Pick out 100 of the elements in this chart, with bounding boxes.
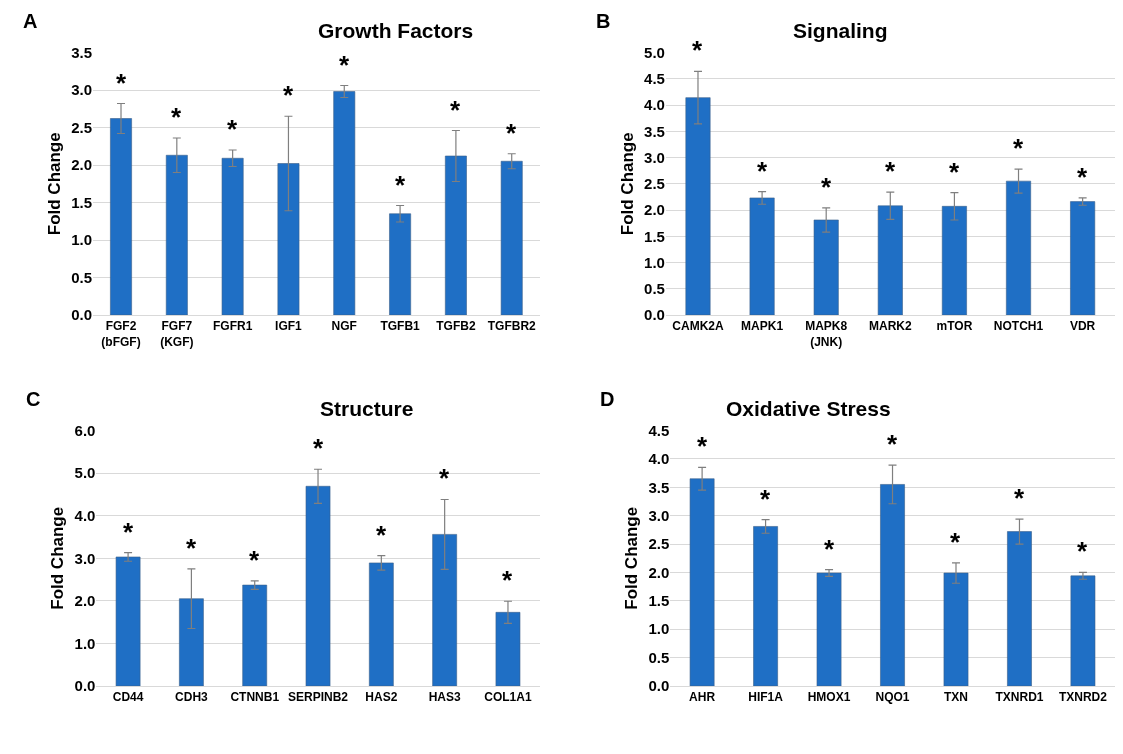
x-tick-label: MAPK8 (JNK) [805, 319, 848, 349]
bar [1070, 201, 1096, 315]
bar [753, 526, 778, 686]
x-tick-label: AHR [689, 690, 716, 705]
y-tick-label: 3.0 [74, 549, 96, 567]
bar [749, 197, 775, 315]
annotation: * [116, 68, 127, 98]
y-tick-label: 0.5 [644, 280, 665, 297]
bar [941, 206, 967, 315]
x-tick-label: NGF [331, 319, 357, 334]
x-tick-label: COL1A1 [484, 690, 532, 705]
y-tick-label: 1.0 [74, 634, 96, 652]
y-tick-label: 0.0 [644, 306, 665, 324]
text: B [596, 10, 611, 32]
bar [369, 562, 394, 686]
text: C [26, 388, 41, 410]
y-tick-label: 1.5 [648, 592, 670, 610]
x-tick-label: MAPK1 [741, 319, 784, 334]
annotation: * [395, 170, 406, 200]
bar [445, 155, 467, 315]
y-tick-label: 4.5 [648, 421, 670, 439]
bar [877, 205, 903, 315]
bar [389, 213, 411, 315]
x-tick-label: FGFR1 [212, 319, 253, 334]
chart-title: Growth Factors [318, 19, 474, 42]
bar [115, 556, 141, 686]
y-axis-title: Fold Change [617, 132, 637, 236]
y-tick-label: 1.0 [644, 253, 665, 271]
x-tick-label: TXN [944, 690, 968, 705]
bar [305, 485, 331, 686]
y-tick-label: 0.0 [74, 677, 96, 695]
y-tick-label: 3.0 [644, 148, 665, 166]
y-tick-label: 2.5 [71, 118, 93, 136]
annotation: * [1077, 536, 1088, 566]
annotation: * [450, 95, 461, 125]
x-tick-label: HMOX1 [807, 690, 851, 705]
annotation: * [339, 50, 350, 80]
bar [1070, 575, 1096, 686]
bar [880, 484, 905, 686]
y-tick-label: 4.5 [644, 70, 665, 87]
annotation: * [885, 156, 896, 186]
y-tick-label: 3.5 [71, 43, 93, 61]
x-tick-label: FGF2 (bFGF) [101, 319, 141, 349]
y-tick-label: 4.0 [644, 96, 665, 114]
annotation: * [227, 114, 238, 144]
y-tick-label: 3.0 [648, 506, 670, 524]
y-tick-label: 0.5 [648, 648, 670, 666]
annotation: * [502, 565, 513, 595]
annotation: * [950, 527, 961, 557]
y-tick-label: 1.5 [644, 227, 665, 245]
y-tick-label: 2.0 [74, 592, 96, 610]
bar [813, 219, 839, 315]
y-tick-label: 0.0 [71, 306, 93, 324]
y-tick-label: 1.0 [648, 620, 670, 638]
annotation: * [1077, 162, 1088, 192]
bar [1007, 531, 1032, 686]
x-tick-label: HAS3 [428, 690, 461, 705]
y-tick-label: 1.0 [71, 231, 93, 249]
y-tick-label: 6.0 [74, 421, 96, 439]
y-tick-label: 2.5 [644, 175, 665, 192]
text: A [23, 10, 38, 32]
x-tick-label: HAS2 [365, 690, 398, 705]
bar [242, 584, 268, 686]
annotation: * [171, 102, 182, 132]
y-tick-label: 2.0 [71, 156, 93, 174]
x-tick-label: mTOR [936, 319, 973, 334]
y-tick-label: 0.5 [71, 268, 93, 286]
annotation: * [376, 520, 387, 550]
x-tick-label: TGFB1 [380, 319, 421, 334]
bar [685, 97, 711, 315]
y-tick-label: 3.5 [644, 122, 665, 140]
x-tick-label: HIF1A [748, 690, 784, 705]
annotation: * [249, 545, 260, 575]
bar [432, 534, 457, 686]
y-tick-label: 4.0 [648, 450, 670, 468]
x-tick-label: CTNNB1 [230, 690, 280, 705]
y-axis-title: Fold Change [622, 506, 642, 610]
x-tick-label: TGFB2 [436, 319, 476, 334]
annotation: * [692, 35, 703, 65]
y-tick-label: 2.0 [644, 201, 665, 219]
y-tick-label: 3.5 [648, 478, 670, 496]
annotation: * [283, 80, 294, 110]
bar [277, 163, 300, 315]
x-tick-label: CDH3 [175, 690, 209, 705]
x-tick-label: SERPINB2 [288, 690, 349, 705]
bar [110, 118, 132, 315]
bar [500, 160, 523, 315]
annotation: * [439, 463, 450, 493]
bar [221, 157, 244, 315]
annotation: * [697, 431, 708, 461]
annotation: * [757, 156, 768, 186]
bar [689, 478, 715, 686]
annotation: * [824, 534, 835, 564]
annotation: * [949, 157, 960, 187]
annotation: * [1013, 133, 1024, 163]
x-tick-label: CD44 [112, 690, 144, 705]
chart-title: Structure [320, 397, 414, 420]
bar [943, 572, 969, 686]
x-tick-label: CAMK2A [672, 319, 724, 334]
y-axis-title: Fold Change [48, 506, 68, 610]
